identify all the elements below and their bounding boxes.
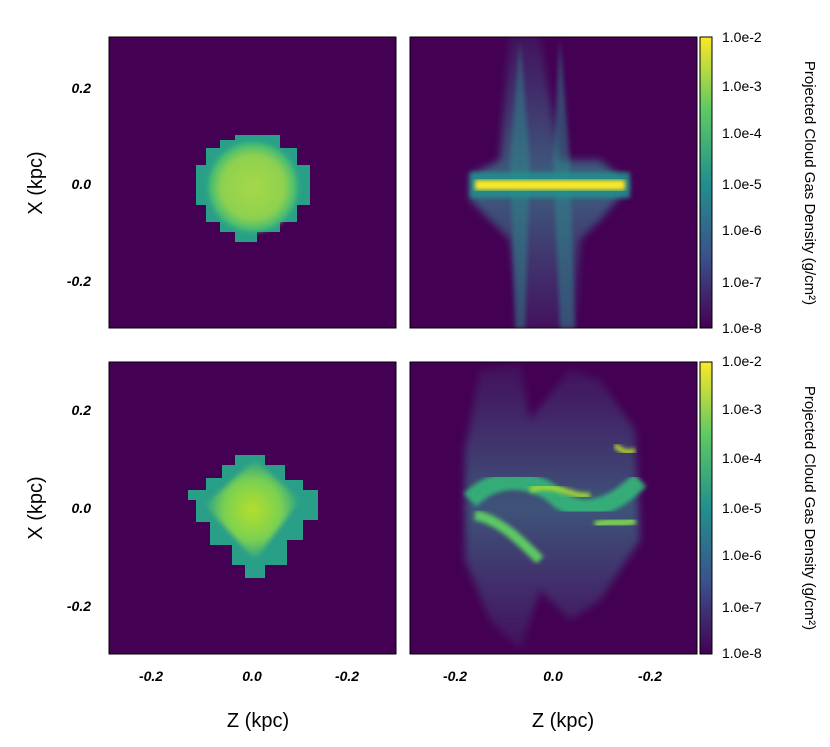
cb-top-tick-7: 1.0e-8	[722, 320, 762, 336]
cb-top-tick-5: 1.0e-6	[722, 222, 762, 238]
colorbar-top	[699, 36, 713, 329]
ylabel-top: X (kpc)	[25, 151, 47, 214]
ytick-top-0.2: 0.2	[72, 80, 92, 96]
xlabel-left: Z (kpc)	[227, 710, 289, 732]
cloud-bottom-right	[463, 365, 647, 650]
ytick-bottom-0.2: 0.2	[72, 402, 92, 418]
cb-bottom-tick-6: 1.0e-7	[722, 599, 762, 615]
ytick-top--0.2: -0.2	[67, 273, 91, 289]
ylabel-bottom: X (kpc)	[25, 476, 47, 539]
colorbar-bottom	[699, 361, 713, 655]
cloud-bottom-left	[188, 455, 318, 578]
xtick-right--0.2b: -0.2	[638, 668, 662, 684]
cb-bottom-tick-7: 1.0e-8	[722, 645, 762, 661]
cb-bottom-tick-3: 1.0e-4	[722, 450, 762, 466]
cb-top-tick-6: 1.0e-7	[722, 274, 762, 290]
cloud-top-right	[470, 37, 630, 328]
cb-top-tick-4: 1.0e-5	[722, 176, 762, 192]
cb-bottom-tick-5: 1.0e-6	[722, 547, 762, 563]
xlabel-right: Z (kpc)	[532, 710, 594, 732]
xtick-right-0.0: 0.0	[543, 668, 563, 684]
colorbar-label-bottom: Projected Cloud Gas Density (g/cm²)	[801, 386, 818, 630]
cb-top-tick-1: 1.0e-2	[722, 29, 762, 45]
xtick-left-0.0: 0.0	[242, 668, 262, 684]
ytick-bottom-0.0: 0.0	[72, 500, 92, 516]
cb-bottom-tick-2: 1.0e-3	[722, 401, 762, 417]
cb-top-tick-2: 1.0e-3	[722, 78, 762, 94]
colorbar-label-top: Projected Cloud Gas Density (g/cm²)	[801, 61, 818, 305]
cb-top-tick-3: 1.0e-4	[722, 125, 762, 141]
xtick-left--0.2a: -0.2	[139, 668, 163, 684]
ytick-top-0.0: 0.0	[72, 176, 92, 192]
ytick-bottom--0.2: -0.2	[67, 598, 91, 614]
cb-bottom-tick-4: 1.0e-5	[722, 500, 762, 516]
xtick-right--0.2a: -0.2	[443, 668, 467, 684]
cloud-top-left	[196, 135, 310, 242]
xtick-left--0.2b: -0.2	[335, 668, 359, 684]
cb-bottom-tick-1: 1.0e-2	[722, 353, 762, 369]
